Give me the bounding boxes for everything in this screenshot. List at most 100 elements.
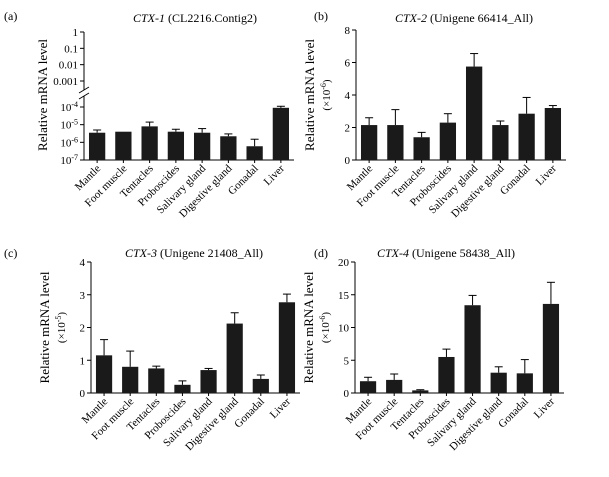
bar-proboscides [174,384,191,393]
bar-tentacles [148,368,165,393]
y-tick-label: 0.1 [64,43,78,55]
title-accession: (Unigene 21408_All) [157,246,263,260]
bar-gonadal [252,378,269,393]
x-tick-label: Liver [532,395,558,421]
y-tick-label: 0 [345,155,351,167]
bar-tentacles [141,126,158,160]
y-tick-label: 6 [345,58,351,70]
y-tick-label: 4 [345,90,351,102]
y-tick-label: 1 [73,27,79,39]
chart-panel-2: (b) CTX-2 (Unigene 66414_All) Relative mRN… [302,9,566,220]
tick-base: 10 [60,155,72,167]
bar-liver [542,303,560,393]
chart-title: CTX-3 (Unigene 21408_All) [125,246,263,260]
bar-liver [272,107,290,160]
unit-base: (×10 [320,322,332,343]
y-tick-label: 1 [80,355,86,367]
bar-gonadal [246,146,263,160]
unit-exponent: -6 [319,83,328,90]
panel-label: (c) [4,246,17,260]
tick-base: 10 [60,137,72,149]
bar-tentacles [412,390,429,393]
title-accession: (Unigene 66414_All) [427,11,533,25]
chart-panel-4: (d) CTX-4 (Unigene 58438_All) Relative mRN… [301,246,564,453]
chart-panel-3: (c) CTX-3 (Unigene 21408_All) Relative mRN… [4,246,300,453]
x-tick-label: Liver [534,162,560,188]
bar-tentacles [413,137,430,160]
y-tick-label: 0.01 [59,60,78,72]
bar-salivary-gland [200,370,217,393]
axis-break-mark [78,86,90,94]
y-axis-label: Relative mRNA level [302,39,317,151]
bar-foot-muscle [387,125,404,160]
y-tick-label: 0 [344,388,350,400]
y-tick-label: 10 [338,323,350,335]
gene-name: CTX-3 [125,246,157,260]
panel-label: (d) [314,246,328,260]
tick-exponent: -6 [71,135,78,144]
bar-digestive-gland [490,372,507,393]
y-axis-label: Relative mRNA level [35,39,50,151]
y-tick-label: 10-6 [60,135,78,150]
tick-base: 10 [60,102,72,114]
bar-mantle [95,355,113,393]
gene-name: CTX-4 [377,246,409,260]
y-tick-label: 2 [345,123,351,135]
unit-close: ) [56,312,68,316]
title-accession: (Unigene 58438_All) [409,246,515,260]
panel-label: (a) [4,9,17,23]
chart-panel-1: (a) CTX-1 (CL2216.Contig2) Relative mRNA l… [4,9,294,220]
tick-base: 10 [60,120,72,132]
bar-liver [278,302,296,393]
y-tick-label: 2 [80,323,86,335]
unit-exponent: -5 [54,316,63,323]
bar-mantle [88,132,106,160]
bar-gonadal [516,373,533,393]
unit-close: ) [321,79,333,83]
gene-name: CTX-2 [395,11,427,25]
unit-close: ) [320,312,332,316]
unit-base: (×10 [56,322,68,343]
y-tick-label: 4 [80,257,86,269]
y-tick-label: 0 [80,388,86,400]
x-tick-label: Liver [262,162,288,188]
y-tick-label: 5 [344,355,350,367]
bar-mantle [359,381,377,393]
bar-liver [544,108,562,160]
y-tick-label: 20 [338,257,350,269]
y-axis-unit: (×10-6) [319,79,334,111]
y-tick-label: 0.001 [53,76,78,88]
y-axis-label: Relative mRNA level [37,271,52,383]
axis-break-mark [78,92,90,100]
bar-gonadal [518,113,535,160]
bar-salivary-gland [464,305,481,393]
bar-proboscides [438,356,455,393]
tick-exponent: -4 [71,100,78,109]
unit-exponent: -6 [318,316,327,323]
bar-foot-muscle [386,379,403,393]
bar-digestive-gland [220,136,237,160]
chart-title: CTX-4 (Unigene 58438_All) [377,246,515,260]
y-tick-label: 15 [338,290,350,302]
y-tick-label: 10-4 [60,100,78,115]
x-tick-label: Liver [268,395,294,421]
y-tick-label: 10-5 [60,117,78,132]
tick-exponent: -7 [71,153,78,162]
bar-salivary-gland [465,66,483,160]
bar-salivary-gland [193,132,211,160]
bar-foot-muscle [122,366,139,393]
y-tick-label: 10-7 [60,153,78,168]
chart-title: CTX-2 (Unigene 66414_All) [395,11,533,25]
bar-proboscides [167,131,185,160]
unit-base: (×10 [321,89,333,110]
y-axis-unit: (×10-5) [54,312,69,344]
bar-mantle [360,125,378,160]
tick-exponent: -5 [71,117,78,126]
y-tick-label: 8 [345,25,351,37]
bar-digestive-gland [492,125,509,160]
gene-name: CTX-1 [133,11,165,25]
y-tick-label: 3 [80,290,86,302]
y-axis-label: Relative mRNA level [301,271,316,383]
